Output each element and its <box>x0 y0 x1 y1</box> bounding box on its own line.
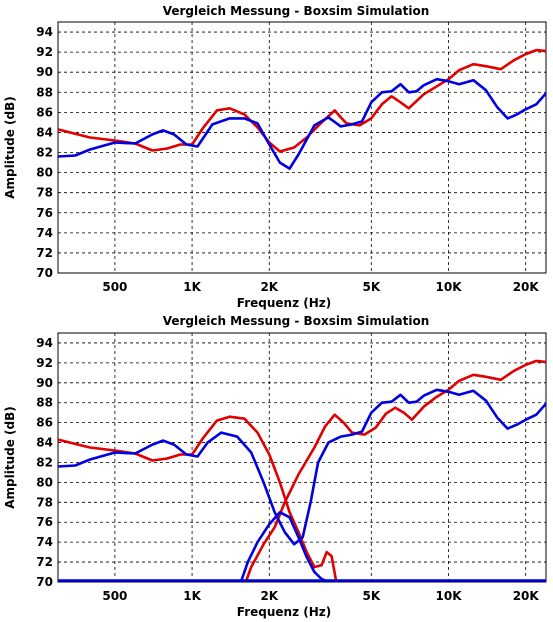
x-axis-label: Frequenz (Hz) <box>237 296 331 310</box>
y-tick-label: 90 <box>36 65 53 79</box>
series-line <box>58 415 338 582</box>
chart-panel-2: 70 72 74 76 78 80 82 84 86 88 90 92 94 500 1K 2K 5K 10K 20… <box>3 314 547 619</box>
plot-area <box>57 21 547 274</box>
chart-title: Vergleich Messung - Boxsim Simulation <box>163 314 430 328</box>
y-tick-label: 82 <box>36 146 53 160</box>
y-tick-label: 90 <box>36 376 53 390</box>
y-tick-label: 80 <box>36 475 53 489</box>
y-tick-label: 86 <box>36 416 53 430</box>
y-tick-label: 72 <box>36 246 53 260</box>
plot-area <box>57 332 547 583</box>
y-axis-label: Amplitude (dB) <box>3 96 17 199</box>
y-tick-label: 70 <box>36 575 53 589</box>
x-tick-label: 500 <box>102 589 127 603</box>
x-tick-label: 5K <box>362 280 380 294</box>
series-line <box>244 359 546 582</box>
series-line <box>58 48 546 153</box>
y-tick-label: 92 <box>36 356 53 370</box>
y-tick-label: 94 <box>36 25 53 39</box>
chart-title: Vergleich Messung - Boxsim Simulation <box>163 4 430 18</box>
y-tick-label: 74 <box>36 535 53 549</box>
y-tick-label: 82 <box>36 455 53 469</box>
y-tick-label: 78 <box>36 495 53 509</box>
y-tick-label: 76 <box>36 206 53 220</box>
y-tick-label: 74 <box>36 226 53 240</box>
x-tick-label: 5K <box>362 589 380 603</box>
x-tick-label: 20K <box>513 280 540 294</box>
y-tick-label: 70 <box>36 266 53 280</box>
y-tick-label: 94 <box>36 336 53 350</box>
y-tick-label: 78 <box>36 186 53 200</box>
x-tick-label: 500 <box>102 280 127 294</box>
y-tick-label: 76 <box>36 515 53 529</box>
series-line <box>58 77 546 170</box>
y-tick-label: 84 <box>36 125 53 139</box>
y-tick-label: 88 <box>36 396 53 410</box>
y-tick-label: 88 <box>36 85 53 99</box>
y-tick-label: 92 <box>36 45 53 59</box>
x-tick-label: 10K <box>436 280 463 294</box>
x-tick-label: 2K <box>260 280 278 294</box>
x-tick-label: 2K <box>260 589 278 603</box>
x-tick-label: 10K <box>436 589 463 603</box>
y-axis-label: Amplitude (dB) <box>3 406 17 509</box>
y-tick-label: 84 <box>36 436 53 450</box>
y-tick-label: 72 <box>36 555 53 569</box>
y-tick-label: 80 <box>36 166 53 180</box>
x-tick-label: 1K <box>183 589 201 603</box>
x-tick-label: 20K <box>513 589 540 603</box>
x-tick-label: 1K <box>183 280 201 294</box>
chart-panel-1: 70 72 74 76 78 80 82 84 86 88 90 92 94 500 1K 2K 5K 10K 20… <box>3 4 547 310</box>
x-axis-label: Frequenz (Hz) <box>237 605 331 619</box>
series-line <box>239 510 330 582</box>
y-tick-label: 86 <box>36 105 53 119</box>
series-line <box>58 388 546 546</box>
